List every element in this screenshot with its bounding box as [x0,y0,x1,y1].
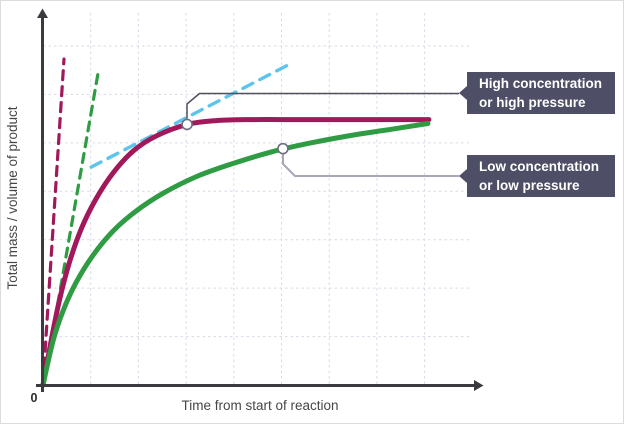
annotation-low-line2: or low pressure [479,178,580,193]
axes [36,8,484,392]
annotation-low-concentration: Low concentration or low pressure [459,155,615,197]
x-axis-label: Time from start of reaction [181,398,338,413]
leader-layer [186,92,459,177]
annotation-high-concentration: High concentration or high pressure [459,72,615,114]
tangent-line-series-4 [89,62,292,169]
curve-series-0 [40,117,432,388]
leader-line-low [282,154,459,177]
annotation-high-line2: or high pressure [479,95,586,110]
y-axis-arrow-icon [37,8,48,18]
tangent-layer [41,57,292,385]
origin-label: 0 [31,391,38,405]
marker-layer [181,118,289,155]
tangent-line-series-2 [41,57,66,385]
curve-layer [40,117,432,388]
grid-layer [43,13,472,385]
curve-series-1 [40,120,431,388]
x-axis-arrow-icon [474,380,484,391]
annotation-high-line1: High concentration [479,76,603,91]
leader-line-high [186,92,459,119]
annotation-low-line1: Low concentration [479,159,600,174]
y-axis-label: Total mass / volume of product [5,106,20,289]
tangent-point-marker [277,142,289,155]
tangent-point-marker [181,118,193,131]
